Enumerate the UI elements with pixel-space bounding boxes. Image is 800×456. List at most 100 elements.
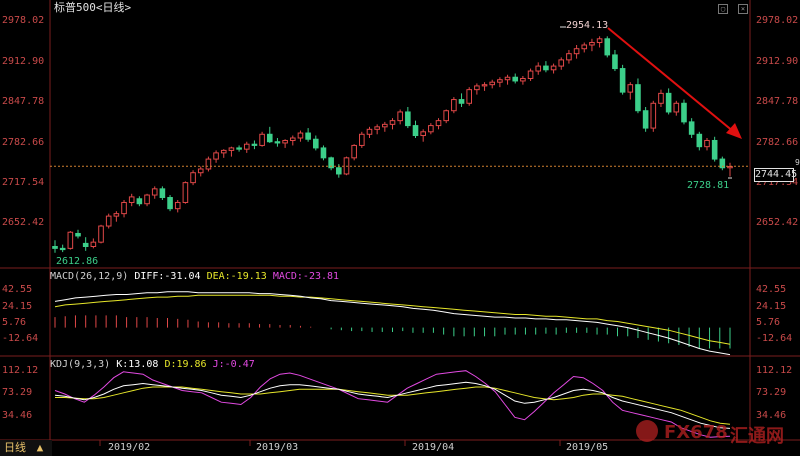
candle-body	[243, 143, 250, 150]
candle-body	[52, 246, 58, 249]
kdj-tick-label: 112.12	[756, 364, 793, 376]
macd-label: MACD(26,12,9)	[50, 271, 129, 282]
price-tick-label: 2717.54	[2, 176, 45, 188]
candle-body	[289, 137, 296, 141]
candle-body	[197, 168, 204, 174]
candle-body	[144, 194, 150, 205]
macd-tick-label: 5.76	[2, 316, 27, 328]
candle-body	[351, 144, 357, 159]
macd-tick-label: 24.15	[756, 300, 787, 312]
macd-diff-value: DIFF:-31.04	[134, 271, 201, 282]
candle-body	[704, 139, 710, 148]
candle-body	[543, 65, 549, 71]
candle-body	[366, 128, 373, 135]
chart-title: 标普500<日线>	[54, 1, 132, 14]
macd-dea-line	[54, 294, 731, 345]
candle-body	[688, 121, 695, 135]
candle-body	[627, 84, 634, 93]
macd-header: MACD(26,12,9) DIFF:-31.04 DEA:-19.13 MAC…	[50, 271, 339, 283]
kdj-j-value: J:-0.47	[212, 359, 255, 370]
candle-body	[474, 85, 480, 91]
macd-tick-label: 5.76	[756, 316, 781, 328]
candle-body	[458, 99, 465, 104]
candle-body	[481, 84, 488, 87]
candle-body	[658, 92, 664, 104]
price-tick-label: 2652.42	[2, 217, 45, 229]
candle-body	[635, 84, 641, 112]
candle-body	[136, 198, 143, 205]
candle-body	[274, 141, 281, 144]
candle-body	[397, 111, 403, 122]
kdj-label: KDJ(9,3,3)	[50, 359, 111, 370]
watermark-cn: 汇通网	[730, 426, 784, 447]
kdj-tick-label: 34.46	[756, 409, 787, 421]
candle-body	[182, 182, 189, 203]
candle-body	[213, 152, 219, 160]
kdj-j-line	[54, 370, 731, 438]
candle-body	[619, 68, 626, 93]
price-tick-label: 2847.78	[756, 96, 799, 108]
candle-body	[558, 59, 565, 67]
candle-body	[596, 38, 603, 44]
candle-body	[228, 147, 235, 151]
candle-body	[236, 147, 242, 150]
candle-body	[90, 241, 97, 248]
fx678-logo-icon	[636, 420, 658, 442]
candle-body	[566, 53, 572, 61]
period-tab-label: 日线	[4, 441, 26, 454]
candle-body	[573, 48, 580, 55]
price-tick-label: 2912.90	[756, 55, 799, 67]
macd-dea-value: DEA:-19.13	[206, 271, 267, 282]
macd-tick-label: -12.64	[756, 332, 793, 344]
trend-arrow-head	[726, 123, 742, 139]
high-annotation: 2954.13	[566, 20, 609, 31]
candle-body	[98, 225, 104, 243]
macd-value: MACD:-23.81	[272, 271, 340, 282]
low-annotation-start: 2612.86	[56, 256, 99, 267]
candle-body	[205, 158, 212, 170]
candle-body	[174, 201, 181, 210]
date-label: 2019/04	[412, 442, 455, 453]
candle-body	[312, 138, 319, 149]
candle-body	[665, 92, 672, 113]
macd-tick-label: -12.64	[2, 332, 39, 344]
candle-body	[412, 125, 419, 137]
date-label: 2019/02	[108, 442, 151, 453]
candle-body	[451, 99, 457, 112]
low-annotation-end: 2728.81	[687, 180, 730, 191]
candle-body	[520, 77, 526, 82]
macd-diff-line	[54, 291, 731, 356]
candle-body	[420, 131, 426, 137]
candle-body	[435, 120, 442, 127]
date-label: 2019/05	[566, 442, 609, 453]
close-icon[interactable]: ×	[738, 4, 748, 14]
kdj-header: KDJ(9,3,3) K:13.08 D:19.86 J:-0.47	[50, 359, 255, 371]
macd-tick-label: 42.55	[756, 284, 787, 296]
candle-body	[466, 89, 473, 104]
candle-body	[259, 133, 265, 146]
candle-body	[159, 188, 166, 199]
kdj-tick-label: 73.29	[756, 387, 787, 399]
candle-body	[374, 126, 380, 130]
candle-body	[67, 231, 74, 249]
kdj-tick-label: 34.46	[2, 409, 33, 421]
candle-body	[405, 111, 411, 127]
candle-body	[320, 147, 327, 159]
candle-body	[251, 143, 258, 146]
candle-body	[512, 76, 519, 82]
restore-icon[interactable]: ▢	[718, 4, 728, 14]
candle-body	[711, 139, 718, 160]
candle-body	[128, 196, 135, 203]
period-tab[interactable]: 日线 ▲	[0, 440, 52, 456]
date-label: 2019/03	[256, 442, 299, 453]
kdj-k-value: K:13.08	[116, 359, 159, 370]
macd-tick-label: 42.55	[2, 284, 33, 296]
price-tick-label: 2912.90	[2, 55, 45, 67]
candle-body	[359, 133, 365, 146]
candle-body	[59, 247, 66, 251]
candle-body	[696, 133, 703, 148]
candle-body	[382, 123, 388, 128]
candle-body	[673, 102, 680, 113]
